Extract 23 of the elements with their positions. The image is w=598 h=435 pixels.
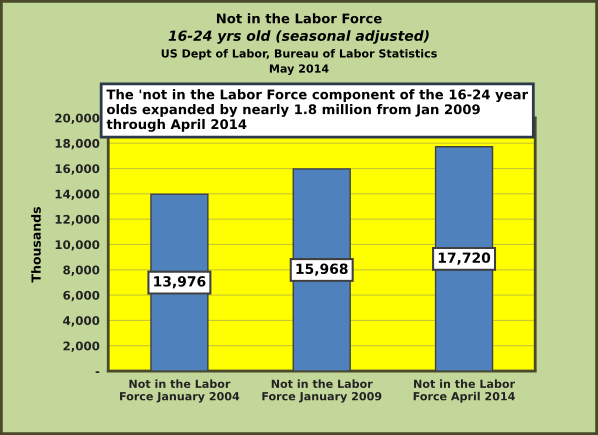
chart-title: Not in the Labor Force [216,13,382,24]
y-tick-label: 6,000 [63,290,100,302]
text: US Dept of Labor, Bureau of Labor Statistics [162,49,437,60]
y-tick-label: 12,000 [56,214,100,226]
data-label: 13,976 [154,276,206,288]
y-axis-title: Thousands [31,207,41,282]
y-tick-label: 16,000 [56,164,100,175]
x-tick-label: Not in the Labor Force January 2004 [120,379,240,403]
data-label: 17,720 [438,252,490,265]
y-tick-label: - [96,371,100,373]
x-tick-label: Not in the Labor Force January 2009 [262,379,382,403]
y-tick-label: 20,000 [55,114,100,124]
x-tick-label: Not in the Labor Force April 2014 [414,379,515,403]
y-tick-label: 18,000 [56,138,100,150]
y-tick-label: 4,000 [63,316,100,327]
chart-subtitle: 16-24 yrs old (seasonal adjusted) [168,30,429,44]
y-tick-label: 10,000 [56,240,100,251]
annotation: The 'not in the Labor Force component of the 16-24 year olds expanded by nearly 1.8 million from Jan 2009 through April 2014 [106,89,528,132]
data-label: 15,968 [296,264,348,276]
y-tick-label: 8,000 [63,266,100,276]
text: May 2014 [270,64,329,75]
y-tick-label: 14,000 [56,190,100,200]
y-tick-label: 2,000 [63,341,100,352]
